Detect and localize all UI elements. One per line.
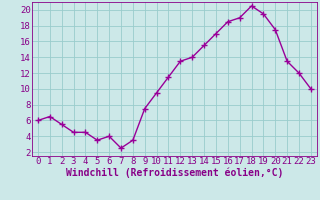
X-axis label: Windchill (Refroidissement éolien,°C): Windchill (Refroidissement éolien,°C): [66, 168, 283, 178]
